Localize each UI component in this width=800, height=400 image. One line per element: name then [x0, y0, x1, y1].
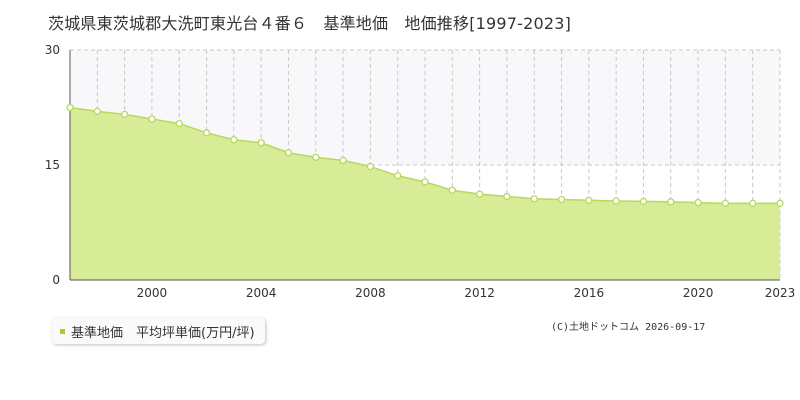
- data-point: [639, 197, 648, 206]
- data-point: [339, 156, 347, 165]
- data-point: [421, 178, 429, 186]
- data-point: [66, 103, 74, 112]
- data-point: [475, 190, 484, 198]
- series-area: [70, 107, 780, 280]
- data-point: [202, 129, 211, 137]
- x-tick-label: 2020: [683, 286, 714, 300]
- x-tick-label: 2000: [137, 286, 168, 300]
- legend-label: 基準地価 平均坪単価(万円/坪): [71, 325, 255, 341]
- data-point: [557, 195, 566, 204]
- x-tick-label: 2016: [574, 286, 605, 300]
- data-point: [749, 199, 757, 207]
- data-point: [721, 199, 730, 207]
- data-point: [366, 162, 375, 171]
- data-point: [230, 136, 238, 144]
- data-point: [394, 172, 402, 180]
- data-point: [694, 198, 702, 207]
- data-point: [448, 186, 456, 194]
- copyright-text: (C)土地ドットコム 2026-09-17: [551, 322, 706, 333]
- data-point: [667, 198, 675, 206]
- x-tick-label: 2023: [765, 286, 796, 300]
- data-point: [93, 107, 101, 115]
- x-tick-label: 2008: [355, 286, 386, 300]
- x-tick-label: 2004: [246, 286, 277, 300]
- y-tick-label: 0: [52, 273, 60, 287]
- data-point: [312, 153, 320, 161]
- legend: 基準地価 平均坪単価(万円/坪): [52, 318, 265, 344]
- data-point: [175, 119, 183, 128]
- data-point: [612, 197, 620, 205]
- data-point: [585, 196, 593, 204]
- y-tick-label: 15: [45, 158, 60, 172]
- legend-swatch: [60, 328, 65, 334]
- data-point: [257, 139, 265, 147]
- x-tick-label: 2012: [464, 286, 495, 300]
- data-point: [776, 199, 784, 207]
- data-point: [530, 195, 538, 203]
- chart-title: 茨城県東茨城郡大洗町東光台４番６ 基準地価 地価推移[1997-2023]: [48, 14, 572, 33]
- data-point: [284, 149, 293, 157]
- data-point: [120, 110, 129, 119]
- y-tick-label: 30: [45, 43, 60, 57]
- data-point: [148, 115, 156, 123]
- data-point: [503, 192, 511, 201]
